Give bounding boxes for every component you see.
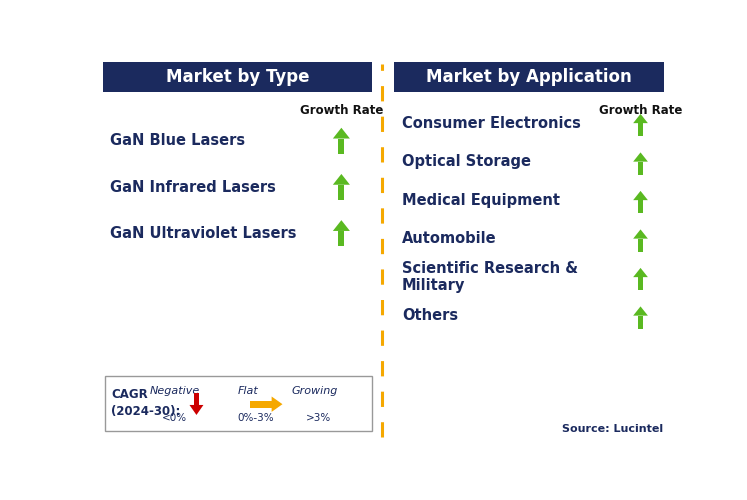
Text: Growth Rate: Growth Rate [599,104,682,117]
Text: CAGR
(2024-30):: CAGR (2024-30): [111,388,181,418]
Polygon shape [633,268,648,277]
Polygon shape [338,184,344,200]
FancyBboxPatch shape [102,62,372,92]
Polygon shape [633,191,648,200]
FancyBboxPatch shape [105,376,372,431]
Polygon shape [250,400,272,407]
Polygon shape [272,396,282,412]
Polygon shape [633,306,648,316]
Text: GaN Ultraviolet Lasers: GaN Ultraviolet Lasers [111,226,297,241]
Text: Market by Type: Market by Type [166,68,309,86]
Text: Source: Lucintel: Source: Lucintel [562,424,663,434]
Polygon shape [338,138,344,154]
Polygon shape [633,152,648,162]
Polygon shape [638,200,643,213]
Polygon shape [193,392,199,405]
Polygon shape [332,392,347,402]
Polygon shape [638,277,643,290]
Text: <0%: <0% [162,414,187,424]
Polygon shape [638,162,643,174]
Text: Growing: Growing [291,386,338,396]
Text: 0%-3%: 0%-3% [238,414,274,424]
Text: Automobile: Automobile [402,231,497,246]
Polygon shape [633,114,648,123]
Polygon shape [336,402,342,415]
Polygon shape [190,405,203,415]
Text: GaN Infrared Lasers: GaN Infrared Lasers [111,180,276,194]
Text: Consumer Electronics: Consumer Electronics [402,116,580,130]
Text: Medical Equipment: Medical Equipment [402,192,560,208]
FancyBboxPatch shape [394,62,664,92]
Polygon shape [333,174,350,184]
Text: Optical Storage: Optical Storage [402,154,531,169]
Text: Negative: Negative [149,386,200,396]
Polygon shape [333,220,350,231]
Text: Market by Application: Market by Application [426,68,632,86]
Text: Growth Rate: Growth Rate [300,104,383,117]
Text: Scientific Research &
Military: Scientific Research & Military [402,261,578,294]
Polygon shape [638,316,643,328]
Text: Others: Others [402,308,458,323]
Text: Flat: Flat [238,386,258,396]
Polygon shape [333,128,350,138]
Polygon shape [638,123,643,136]
Text: >3%: >3% [306,414,332,424]
Text: GaN Blue Lasers: GaN Blue Lasers [111,134,246,148]
Polygon shape [338,231,344,246]
Polygon shape [633,230,648,238]
Polygon shape [638,238,643,252]
